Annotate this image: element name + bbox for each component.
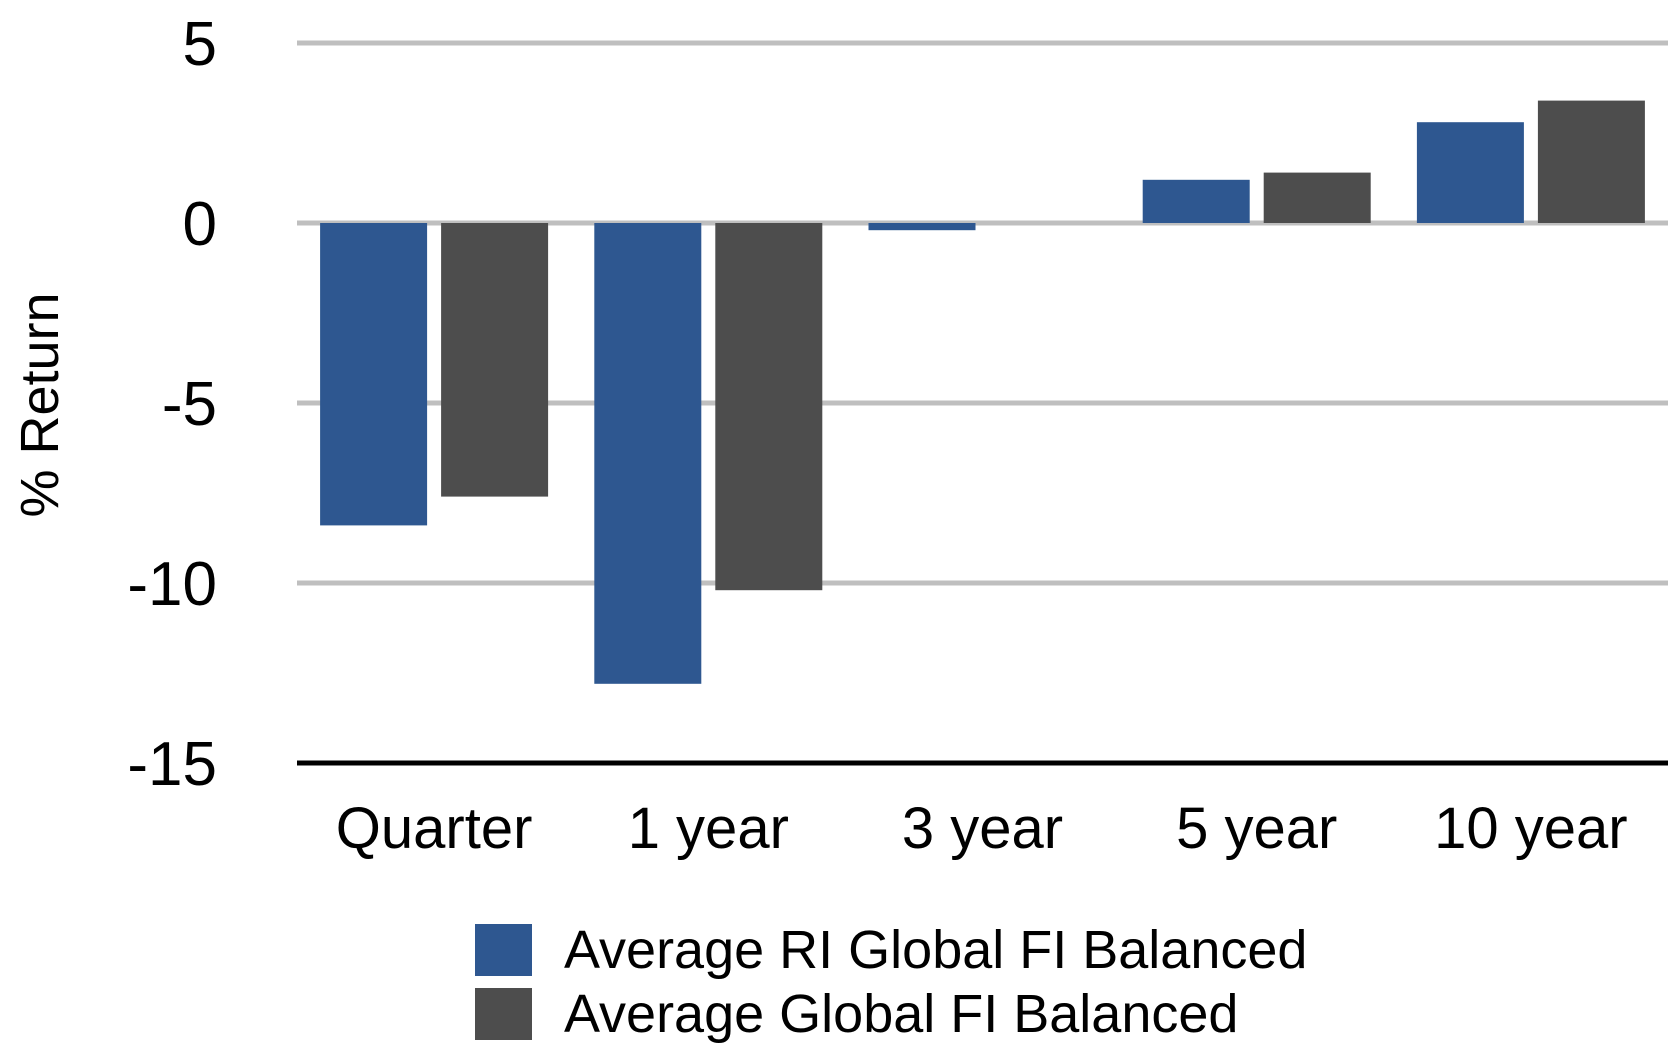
bar-10-year-series-0	[1416, 122, 1524, 223]
x-category-label: 3 year	[902, 796, 1063, 861]
x-category-label: 1 year	[628, 796, 789, 861]
y-tick-label: -15	[127, 730, 217, 799]
x-category-labels: Quarter 1 year 3 year 5 year 10 year	[336, 796, 1628, 861]
x-category-label: Quarter	[336, 796, 533, 861]
bar-quarter-series-1	[441, 223, 549, 497]
bars	[320, 100, 1645, 684]
legend-swatch-global-fi-balanced	[475, 988, 532, 1040]
legend: Average RI Global FI Balanced Average Gl…	[475, 918, 1307, 1046]
bar-1-year-series-0	[594, 223, 702, 684]
x-category-label: 10 year	[1434, 796, 1627, 861]
bar-5-year-series-0	[1142, 179, 1250, 223]
legend-swatch-ri-global-fi-balanced	[475, 924, 532, 976]
legend-item-ri-global-fi-balanced: Average RI Global FI Balanced	[475, 918, 1307, 982]
bar-5-year-series-1	[1263, 172, 1371, 223]
y-axis-label: % Return	[10, 292, 70, 517]
y-tick-labels: 5 0 -5 -10 -15	[127, 10, 217, 799]
y-tick-label: -5	[162, 370, 217, 439]
bar-10-year-series-1	[1537, 100, 1645, 223]
y-tick-label: 0	[183, 190, 217, 259]
y-tick-label: 5	[183, 10, 217, 79]
legend-item-global-fi-balanced: Average Global FI Balanced	[475, 982, 1307, 1046]
bar-3-year-series-0	[868, 223, 976, 231]
x-category-label: 5 year	[1176, 796, 1337, 861]
bar-1-year-series-1	[715, 223, 823, 591]
legend-label: Average RI Global FI Balanced	[564, 920, 1308, 980]
y-tick-label: -10	[127, 550, 217, 619]
bar-chart: 5 0 -5 -10 -15 Quarter 1 year 3 year 5 year 10 y…	[10, 10, 1668, 861]
bar-quarter-series-0	[320, 223, 428, 526]
legend-label: Average Global FI Balanced	[564, 984, 1239, 1044]
